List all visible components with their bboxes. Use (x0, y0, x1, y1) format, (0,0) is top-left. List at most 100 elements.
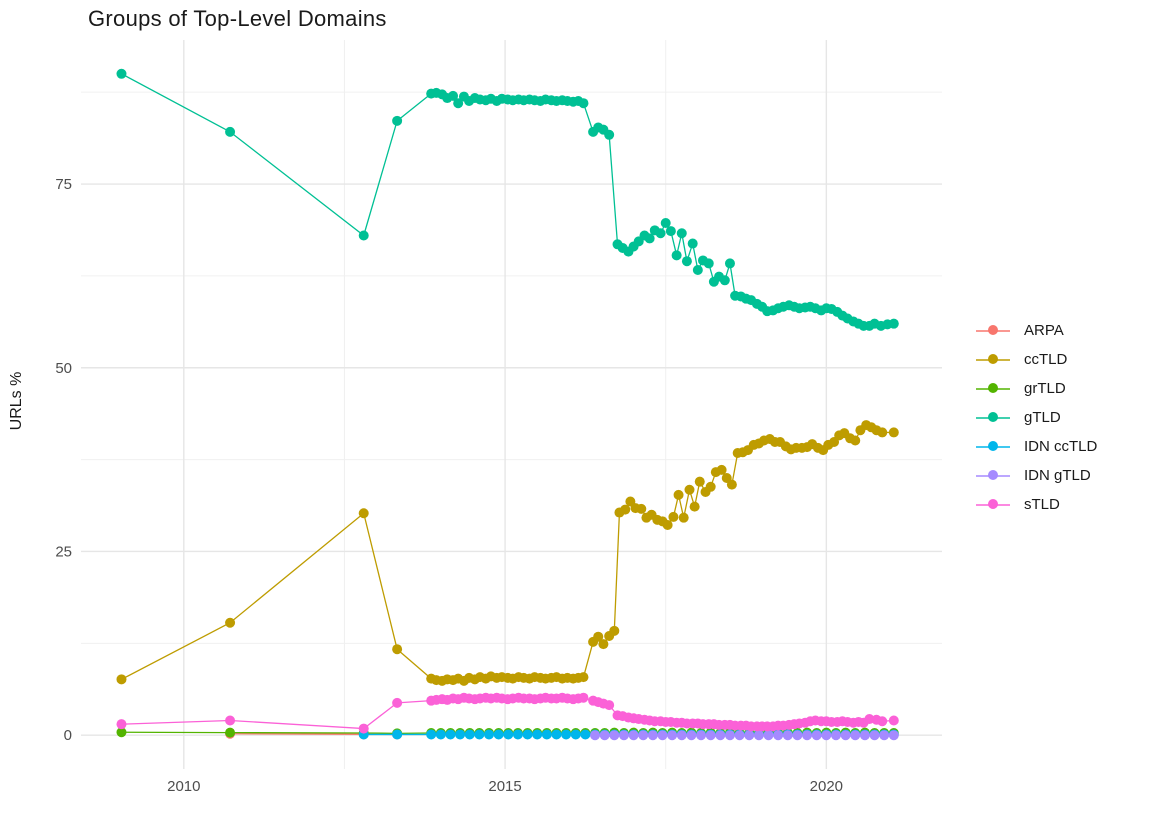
data-point (657, 730, 668, 741)
data-point (392, 697, 403, 708)
data-point (744, 730, 755, 741)
data-point (448, 90, 459, 101)
data-point (811, 730, 822, 741)
legend-label: sTLD (1024, 495, 1060, 513)
legend-key-icon (976, 494, 1010, 514)
data-point (225, 617, 236, 628)
legend-key-icon (976, 436, 1010, 456)
legend-label: grTLD (1024, 379, 1066, 397)
data-point (590, 730, 601, 741)
data-point (512, 729, 523, 740)
legend-key-dot (988, 354, 998, 364)
data-point (561, 729, 572, 740)
legend-key-icon (976, 378, 1010, 398)
data-point (116, 674, 127, 685)
legend-key-dot (988, 499, 998, 509)
data-point (474, 729, 485, 740)
data-point (687, 238, 698, 249)
data-point (859, 730, 870, 741)
data-point (726, 479, 737, 490)
data-point (578, 98, 589, 109)
data-point (681, 256, 692, 267)
data-point (753, 730, 764, 741)
data-point (705, 730, 716, 741)
data-point (638, 730, 649, 741)
data-point (609, 625, 620, 636)
data-point (578, 672, 589, 683)
data-point (392, 644, 403, 655)
legend-item-idn-cctld: IDN ccTLD (976, 436, 1097, 456)
data-point (493, 729, 504, 740)
data-point (877, 716, 888, 727)
data-point (715, 730, 726, 741)
data-point (618, 730, 629, 741)
legend-item-grtld: grTLD (976, 378, 1097, 398)
legend-label: gTLD (1024, 408, 1061, 426)
data-point (604, 129, 615, 140)
data-point (802, 730, 813, 741)
data-point (676, 228, 687, 239)
data-point (604, 700, 615, 711)
data-point (598, 639, 609, 650)
data-point (392, 115, 403, 126)
data-point (705, 481, 716, 492)
data-point (668, 511, 679, 522)
data-point (703, 258, 714, 269)
data-point (570, 729, 581, 740)
data-point (665, 226, 676, 237)
data-point (773, 730, 784, 741)
data-point (593, 631, 604, 642)
data-point (671, 250, 682, 261)
data-point (578, 692, 589, 703)
data-point (541, 729, 552, 740)
data-point (225, 727, 236, 738)
data-point (662, 520, 673, 531)
data-point (689, 501, 700, 512)
data-point (455, 729, 466, 740)
data-point (821, 730, 832, 741)
data-point (877, 427, 888, 438)
data-point (435, 729, 446, 740)
data-point (673, 489, 684, 500)
y-tick-label: 50 (55, 360, 72, 377)
legend-key-dot (988, 470, 998, 480)
legend: ARPA ccTLD grTLD gTLD IDN ccTLD IDN gTLD sTLD (976, 320, 1097, 514)
data-point (888, 318, 899, 329)
data-point (792, 730, 803, 741)
legend-item-idn-gtld: IDN gTLD (976, 465, 1097, 485)
data-point (782, 730, 793, 741)
data-point (678, 512, 689, 523)
legend-key-icon (976, 349, 1010, 369)
data-point (879, 730, 890, 741)
data-point (116, 727, 127, 738)
data-point (445, 729, 456, 740)
legend-item-arpa: ARPA (976, 320, 1097, 340)
data-point (620, 504, 631, 515)
legend-key-icon (976, 465, 1010, 485)
data-point (532, 729, 543, 740)
data-point (116, 719, 127, 730)
legend-key-dot (988, 325, 998, 335)
data-point (655, 228, 666, 239)
y-tick-label: 75 (55, 176, 72, 193)
data-point (694, 476, 705, 487)
data-point (692, 265, 703, 276)
data-point (116, 68, 127, 79)
data-point (734, 730, 745, 741)
data-point (599, 730, 610, 741)
x-tick-label: 2010 (167, 778, 200, 795)
y-axis-title: URLs % (8, 371, 25, 431)
data-point (719, 275, 730, 286)
data-point (644, 233, 655, 244)
x-tick-label: 2020 (810, 778, 843, 795)
data-point (660, 217, 671, 228)
data-point (551, 729, 562, 740)
data-point (676, 730, 687, 741)
legend-item-stld: sTLD (976, 494, 1097, 514)
x-tick-label: 2015 (488, 778, 521, 795)
data-point (392, 729, 403, 740)
legend-key-dot (988, 412, 998, 422)
legend-key-icon (976, 320, 1010, 340)
legend-label: IDN ccTLD (1024, 437, 1098, 455)
